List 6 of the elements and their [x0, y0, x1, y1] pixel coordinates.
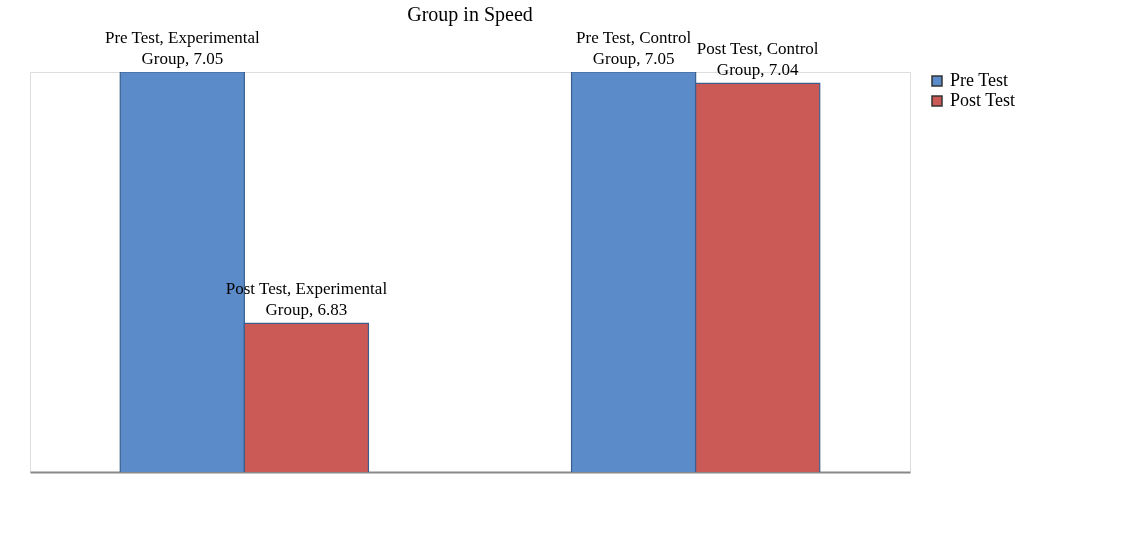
- legend-label: Post Test: [950, 90, 1015, 110]
- legend-label: Pre Test: [950, 70, 1008, 90]
- data-label: Pre Test, Experimental Group, 7.05: [104, 28, 260, 68]
- data-label: Pre Test, Control Group, 7.05: [576, 28, 692, 68]
- data-label: Post Test, Control Group, 7.04: [696, 39, 819, 80]
- chart-title: Group in Speed: [407, 3, 533, 26]
